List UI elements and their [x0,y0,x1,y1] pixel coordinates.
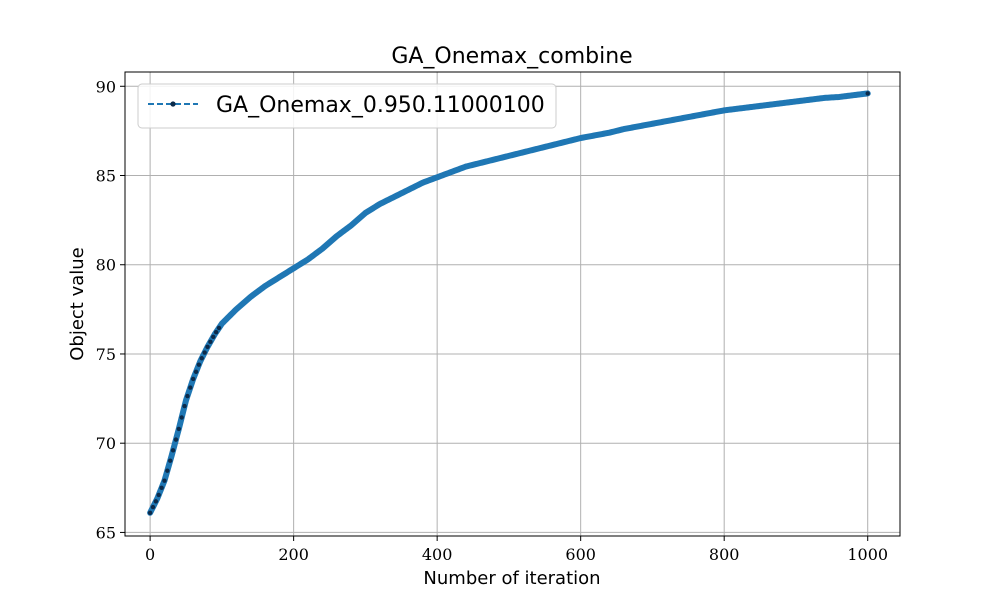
series-point [211,334,216,340]
series-point [185,393,190,399]
y-tick-label: 70 [96,434,116,453]
legend: GA_Onemax_0.950.11000100 [137,83,557,129]
series-line [147,90,871,516]
x-tick-label: 0 [145,545,155,564]
x-tick-label: 600 [565,545,596,564]
y-tick-label: 85 [96,167,116,186]
series-layer [147,90,871,516]
x-tick-label: 800 [709,545,740,564]
series-point [865,91,870,96]
x-tick-label: 1000 [847,545,888,564]
series-point [188,385,193,390]
series-point [159,485,164,491]
ticks: 0 200 400 600 800 1000 65 70 75 80 85 90 [96,77,888,564]
series-point [170,448,176,453]
y-tick-label: 75 [96,345,116,364]
series-point [196,362,202,367]
x-tick-label: 400 [422,545,453,564]
series-point [168,458,173,463]
plot-area [125,72,900,536]
x-axis-label: Number of iteration [423,568,600,589]
series-point [213,329,219,335]
series-point [173,437,179,442]
chart-title: GA_Onemax_combine [391,44,632,69]
plot-frame [124,71,901,537]
y-tick-label: 80 [96,256,116,275]
series-point [176,426,182,432]
y-tick-label: 65 [96,523,116,542]
series-point [216,325,222,331]
series-point [162,478,167,483]
series-point [205,344,210,350]
series-point [165,468,170,473]
series-point [202,350,207,355]
series-point [208,339,213,345]
legend-label: GA_Onemax_0.950.11000100 [216,93,545,118]
series-point [153,499,159,504]
series-point [150,504,156,510]
legend-box [137,83,557,129]
series-point [179,415,184,420]
series-point [147,510,153,515]
legend-marker-sample [170,101,176,107]
series-point [190,376,196,382]
series-point [193,369,199,375]
x-tick-label: 200 [278,545,309,564]
grid-lines [125,72,900,536]
series-point [182,403,187,409]
series-point [156,492,161,498]
y-axis-label: Object value [67,247,88,361]
y-tick-label: 90 [96,77,116,96]
series-point [199,356,204,361]
